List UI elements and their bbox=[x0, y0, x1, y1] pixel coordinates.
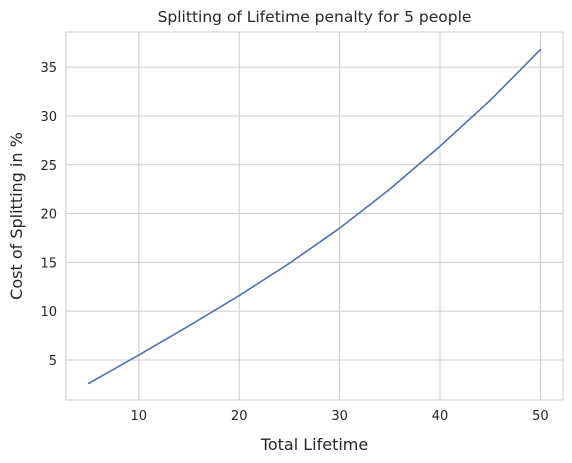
y-tick-label-10: 10 bbox=[40, 305, 57, 320]
chart-title: Splitting of Lifetime penalty for 5 peop… bbox=[158, 8, 472, 26]
y-tick-labels: 5 10 15 20 25 30 35 bbox=[40, 61, 57, 369]
y-tick-label-15: 15 bbox=[40, 256, 57, 271]
x-tick-label-30: 30 bbox=[331, 409, 348, 424]
y-tick-label-20: 20 bbox=[40, 208, 57, 223]
y-axis-label: Cost of Splitting in % bbox=[7, 132, 26, 300]
x-tick-label-40: 40 bbox=[432, 409, 449, 424]
y-tick-label-30: 30 bbox=[40, 110, 57, 125]
x-tick-labels: 10 20 30 40 50 bbox=[131, 409, 549, 424]
y-tick-label-25: 25 bbox=[40, 159, 57, 174]
grid bbox=[66, 32, 563, 400]
plot-background bbox=[66, 32, 563, 400]
y-tick-label-5: 5 bbox=[49, 354, 57, 369]
series-line-0 bbox=[87, 48, 542, 385]
x-tick-label-10: 10 bbox=[131, 409, 148, 424]
x-tick-label-20: 20 bbox=[231, 409, 248, 424]
x-axis-label: Total Lifetime bbox=[260, 435, 368, 454]
y-tick-label-35: 35 bbox=[40, 61, 57, 76]
x-tick-label-50: 50 bbox=[532, 409, 549, 424]
plot-frame bbox=[65, 31, 564, 401]
series-group bbox=[87, 48, 542, 385]
